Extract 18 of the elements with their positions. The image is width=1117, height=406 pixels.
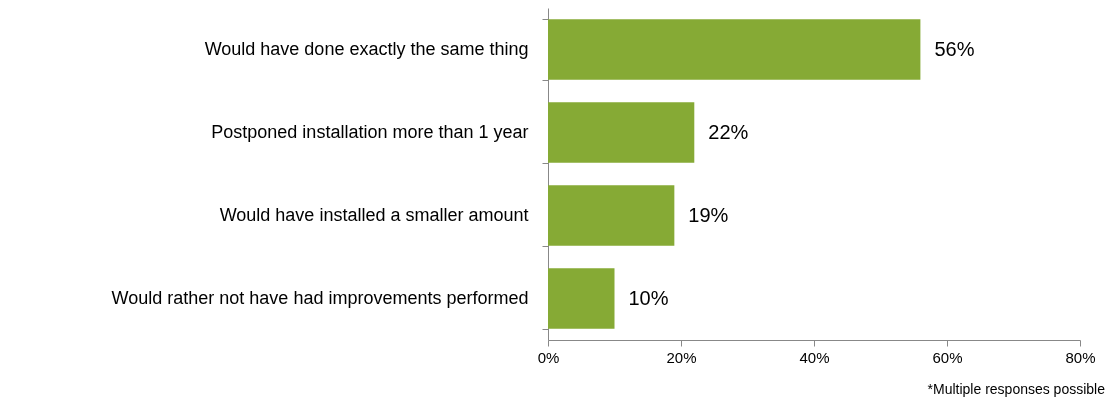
bar bbox=[548, 268, 615, 329]
data-label: 19% bbox=[688, 203, 729, 226]
bar bbox=[548, 185, 675, 246]
x-tick-label: 0% bbox=[537, 348, 560, 366]
text: *Multiple responses possible bbox=[927, 381, 1106, 397]
data-label: 10% bbox=[628, 286, 669, 309]
x-tick-label: 40% bbox=[799, 348, 830, 366]
data-label: 56% bbox=[934, 37, 975, 60]
y-tick-label: Would rather not have had improvements performed bbox=[111, 288, 529, 308]
bar bbox=[548, 19, 921, 80]
x-tick-label: 20% bbox=[666, 348, 697, 366]
x-tick-label: 80% bbox=[1065, 348, 1096, 366]
y-tick-label: Would have installed a smaller amount bbox=[219, 205, 529, 225]
bar bbox=[548, 102, 695, 163]
data-label: 22% bbox=[708, 120, 749, 143]
y-tick-label: Would have done exactly the same thing bbox=[204, 39, 529, 59]
y-tick-label: Postponed installation more than 1 year bbox=[211, 122, 529, 142]
x-tick-label: 60% bbox=[932, 348, 963, 366]
